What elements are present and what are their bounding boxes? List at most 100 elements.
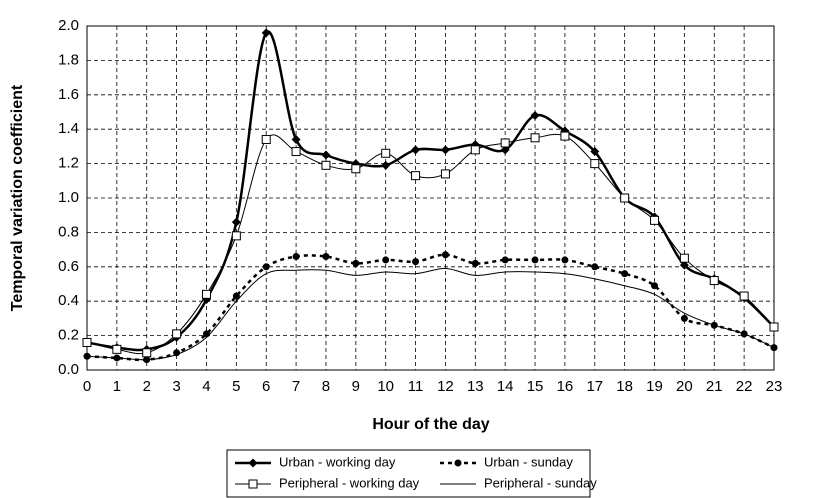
x-tick-label: 11 <box>408 378 424 395</box>
legend: Urban - working day Urban - sunday Periphe… <box>226 449 597 498</box>
x-tick-label: 13 <box>467 378 484 395</box>
x-tick-label: 23 <box>766 378 783 395</box>
y-tick-label: 0.0 <box>58 361 79 378</box>
x-tick-label: 22 <box>736 378 753 395</box>
series <box>82 28 779 354</box>
point-marker <box>471 259 479 267</box>
x-tick-label: 3 <box>172 378 180 395</box>
legend-label: Peripheral - working day <box>279 475 420 490</box>
point-marker <box>292 252 300 260</box>
point-marker <box>560 131 570 141</box>
x-tick-label: 6 <box>262 378 270 395</box>
point-marker <box>470 145 480 155</box>
y-tick-label: 2.0 <box>58 17 79 34</box>
legend-label: Urban - working day <box>279 454 396 469</box>
point-marker <box>500 145 510 155</box>
legend-label: Peripheral - sunday <box>484 475 597 490</box>
point-marker <box>530 110 540 120</box>
point-marker <box>709 276 719 286</box>
x-tick-label: 21 <box>706 378 723 395</box>
point-marker <box>679 253 689 263</box>
x-tick-label: 12 <box>437 378 454 395</box>
point-marker <box>261 28 271 38</box>
x-tick-label: 16 <box>557 378 574 395</box>
point-marker <box>262 263 270 271</box>
legend-marker <box>454 459 462 467</box>
point-marker <box>352 259 360 267</box>
x-tick-label: 0 <box>83 378 91 395</box>
x-axis-title: Hour of the day <box>372 416 489 433</box>
series <box>86 268 775 361</box>
x-tick-label: 8 <box>322 378 330 395</box>
point-marker <box>351 164 361 174</box>
y-tick-label: 1.4 <box>58 120 79 137</box>
x-tick-label: 14 <box>497 378 514 395</box>
point-marker <box>500 138 510 148</box>
y-tick-label: 1.6 <box>58 86 79 103</box>
y-tick-label: 0.8 <box>58 223 79 240</box>
point-marker <box>650 215 660 225</box>
point-marker <box>201 289 211 299</box>
point-marker <box>112 344 122 354</box>
point-marker <box>173 349 181 357</box>
x-tick-label: 7 <box>292 378 300 395</box>
point-marker <box>412 258 420 266</box>
point-marker <box>381 148 391 158</box>
series <box>82 131 779 358</box>
point-marker <box>321 150 331 160</box>
point-marker <box>531 256 539 264</box>
x-tick-label: 5 <box>232 378 240 395</box>
point-marker <box>441 251 449 259</box>
legend-box <box>226 449 591 498</box>
y-tick-label: 0.2 <box>58 327 79 344</box>
legend-label: Urban - sunday <box>484 454 573 469</box>
x-tick-label: 19 <box>646 378 663 395</box>
point-marker <box>679 260 689 270</box>
x-tick-label: 4 <box>202 378 210 395</box>
y-axis-title: Temporal variation coefficient <box>9 84 26 311</box>
point-marker <box>621 270 629 278</box>
point-marker <box>142 348 152 358</box>
point-marker <box>769 322 779 332</box>
point-marker <box>231 231 241 241</box>
point-marker <box>261 135 271 145</box>
x-tick-label: 17 <box>586 378 603 395</box>
point-marker <box>291 135 301 145</box>
point-marker <box>590 159 600 169</box>
x-tick-label: 20 <box>676 378 693 395</box>
plot-frame <box>86 25 775 371</box>
point-marker <box>322 252 330 260</box>
point-marker <box>321 160 331 170</box>
point-marker <box>411 145 421 155</box>
series-line <box>86 30 775 352</box>
point-marker <box>530 133 540 143</box>
point-marker <box>411 171 421 181</box>
x-tick-label: 18 <box>616 378 633 395</box>
point-marker <box>382 256 390 264</box>
x-tick-label: 9 <box>352 378 360 395</box>
y-tick-label: 1.8 <box>58 51 79 68</box>
point-marker <box>651 282 659 290</box>
point-marker <box>590 147 600 157</box>
x-tick-label: 2 <box>143 378 151 395</box>
point-marker <box>202 330 210 338</box>
x-tick-label: 10 <box>377 378 394 395</box>
point-marker <box>620 193 630 203</box>
y-tick-label: 1.2 <box>58 155 79 172</box>
point-marker <box>591 263 599 271</box>
y-tick-label: 0.6 <box>58 258 79 275</box>
point-marker <box>440 145 450 155</box>
y-tick-label: 0.4 <box>58 292 79 309</box>
y-tick-label: 1.0 <box>58 189 79 206</box>
point-marker <box>231 217 241 227</box>
point-marker <box>739 291 749 301</box>
legend-marker <box>248 458 258 468</box>
point-marker <box>440 169 450 179</box>
point-marker <box>680 314 688 322</box>
series <box>83 251 778 364</box>
legend-marker <box>248 479 258 489</box>
series-line <box>86 268 775 361</box>
point-marker <box>381 160 391 170</box>
